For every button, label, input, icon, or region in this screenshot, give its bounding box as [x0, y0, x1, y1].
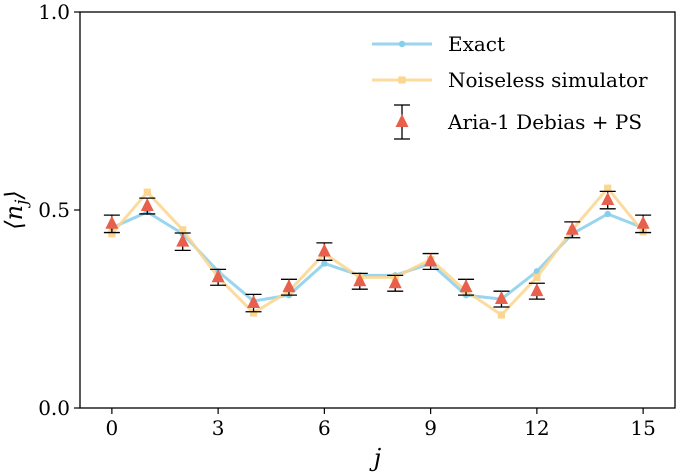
series-line: [110, 186, 645, 317]
y-tick-label: 1.0: [38, 0, 70, 24]
data-point: [530, 283, 544, 297]
legend-marker: [398, 76, 406, 84]
series-layer: [103, 184, 652, 319]
data-point: [176, 233, 190, 247]
legend-marker: [398, 40, 406, 48]
series-triangle: [103, 190, 652, 313]
data-point: [143, 188, 151, 196]
y-tick-label: 0.0: [38, 396, 70, 420]
data-point: [249, 309, 258, 317]
data-point: [497, 311, 506, 319]
x-tick-label: 0: [106, 416, 119, 440]
y-axis-label: ⟨nj⟩: [0, 190, 32, 229]
x-tick-label: 15: [630, 416, 655, 440]
data-point: [459, 279, 473, 293]
legend-item: Exact: [372, 32, 505, 56]
legend-marker: [395, 113, 409, 127]
data-point: [353, 273, 367, 287]
data-point: [533, 273, 541, 281]
data-point: [565, 221, 579, 235]
data-point: [108, 230, 116, 238]
data-point: [317, 243, 331, 257]
data-point: [388, 275, 402, 289]
series-circle: [108, 208, 647, 305]
x-tick-label: 9: [424, 416, 437, 440]
data-point: [282, 279, 296, 293]
data-point: [604, 210, 611, 218]
x-tick-label: 6: [318, 416, 331, 440]
data-point: [601, 192, 615, 206]
data-point: [140, 197, 154, 211]
data-point: [604, 184, 612, 192]
series-square: [108, 184, 647, 319]
data-point: [636, 215, 650, 229]
legend-label: Exact: [448, 32, 505, 56]
data-point: [211, 269, 225, 283]
data-point: [247, 295, 261, 308]
data-point: [179, 226, 187, 234]
x-axis: 0 3 6 9 12 15: [106, 408, 656, 440]
data-point: [424, 253, 438, 267]
x-axis-label: j: [369, 444, 382, 472]
data-point: [494, 291, 508, 305]
y-tick-label: 0.5: [38, 198, 70, 222]
legend-item: Aria-1 Debias + PS: [394, 104, 642, 140]
legend-label: Noiseless simulator: [448, 68, 648, 92]
legend-item: Noiseless simulator: [372, 68, 648, 92]
data-point: [321, 260, 328, 267]
legend: Exact Noiseless simulator Aria-1 Debias + …: [372, 32, 648, 140]
legend-label: Aria-1 Debias + PS: [447, 110, 642, 134]
x-tick-label: 12: [524, 416, 549, 440]
y-axis: 0.0 0.5 1.0: [38, 0, 80, 420]
series-line: [111, 210, 644, 303]
data-point: [105, 215, 119, 229]
x-tick-label: 3: [212, 416, 225, 440]
